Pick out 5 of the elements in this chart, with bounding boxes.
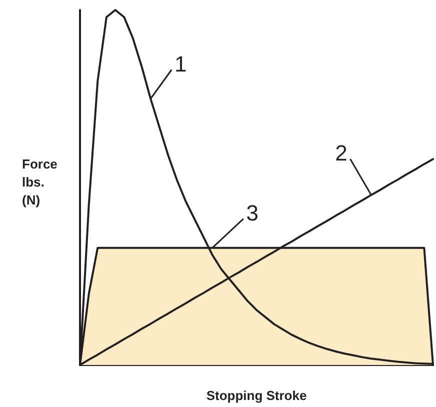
series-label: 1 bbox=[174, 51, 187, 76]
x-axis-title: Stopping Stroke bbox=[206, 388, 307, 403]
series-label: 2 bbox=[335, 140, 348, 166]
y-axis-title: Force lbs. (N) bbox=[22, 156, 58, 208]
series-label: 3 bbox=[246, 200, 258, 226]
